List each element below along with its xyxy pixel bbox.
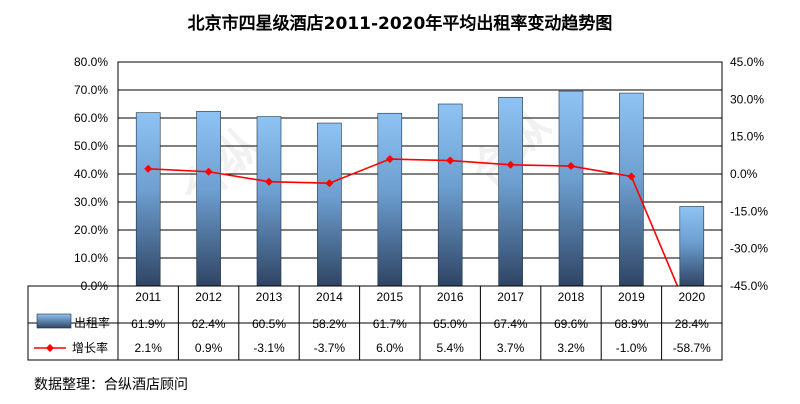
- left-axis-tick-label: 80.0%: [74, 55, 108, 69]
- right-axis-tick-label: 45.0%: [730, 55, 764, 69]
- right-axis-tick-label: 30.0%: [730, 92, 764, 106]
- growth-point: [204, 167, 213, 176]
- right-axis-tick-label: 0.0%: [730, 167, 758, 181]
- data-table: 2011 61.9% 2.1% 2012 62.4% 0.9% 2013 60.5% -3.1%…: [27, 285, 723, 361]
- growth-value-label: 2.1%: [135, 341, 163, 355]
- growth-value-label: 3.2%: [557, 341, 585, 355]
- left-axis-tick-label: 50.0%: [74, 139, 108, 153]
- bar-value-label: 61.9%: [131, 317, 165, 331]
- growth-value-label: -1.0%: [616, 341, 648, 355]
- category-label: 2018: [558, 290, 585, 304]
- legend-line-label: 增长率: [72, 340, 108, 355]
- axes: 0.0% 10.0% 20.0% 30.0% 40.0% 50.0% 60.0% 70.0% 8…: [74, 55, 768, 293]
- category-label: 2012: [195, 290, 222, 304]
- bar: [196, 110, 221, 287]
- left-axis-tick-label: 20.0%: [74, 223, 108, 237]
- bar: [437, 103, 463, 287]
- category-label: 2020: [678, 290, 705, 304]
- bar-value-label: 58.2%: [312, 317, 346, 331]
- bar: [679, 206, 705, 287]
- bar: [619, 92, 644, 287]
- left-axis-tick-label: 70.0%: [74, 83, 108, 97]
- right-axis-tick-label: -30.0%: [730, 242, 768, 256]
- bar: [498, 96, 523, 287]
- growth-point: [144, 164, 153, 173]
- right-axis-tick-label: -45.0%: [730, 279, 768, 293]
- bar-value-label: 60.5%: [252, 317, 286, 331]
- legend-line-marker: [46, 344, 54, 352]
- category-label: 2016: [437, 290, 464, 304]
- bar: [558, 90, 584, 287]
- bar-value-label: 28.4%: [675, 317, 709, 331]
- growth-value-label: 0.9%: [195, 341, 223, 355]
- growth-line: [148, 158, 679, 286]
- bar: [135, 112, 161, 287]
- category-label: 2011: [135, 290, 161, 304]
- category-label: 2013: [256, 290, 283, 304]
- bar-value-label: 61.7%: [373, 317, 407, 331]
- right-axis-tick-label: -15.0%: [730, 204, 768, 218]
- category-label: 2014: [316, 290, 343, 304]
- source-note: 数据整理：合纵酒店顾问: [34, 377, 188, 393]
- growth-point: [325, 179, 334, 188]
- left-axis-tick-label: 10.0%: [74, 251, 108, 265]
- growth-point: [265, 177, 273, 186]
- bar: [256, 116, 282, 287]
- growth-value-label: -3.7%: [314, 341, 346, 355]
- growth-value-label: -3.1%: [253, 341, 285, 355]
- category-label: 2015: [376, 290, 403, 304]
- left-axis-tick-label: 60.0%: [74, 111, 108, 125]
- growth-point: [567, 162, 575, 171]
- growth-value-label: 3.7%: [497, 341, 525, 355]
- category-label: 2019: [618, 290, 645, 304]
- left-axis-tick-label: 40.0%: [74, 167, 108, 181]
- chart-title: 北京市四星级酒店2011-2020年平均出租率变动趋势图: [187, 14, 613, 34]
- bar: [317, 122, 342, 287]
- growth-point: [506, 160, 515, 169]
- bar: [377, 112, 403, 287]
- growth-value-label: 6.0%: [376, 341, 404, 355]
- bar-value-label: 69.6%: [554, 317, 588, 331]
- bar-value-label: 68.9%: [614, 317, 648, 331]
- growth-point: [627, 172, 636, 181]
- legend-bar-label: 出租率: [74, 315, 110, 330]
- category-label: 2017: [497, 290, 524, 304]
- bar-value-label: 67.4%: [494, 317, 528, 331]
- growth-value-label: -58.7%: [673, 341, 711, 355]
- growth-value-label: 5.4%: [437, 341, 465, 355]
- growth-point: [446, 156, 455, 165]
- right-axis-tick-label: 15.0%: [730, 130, 764, 144]
- growth-point: [385, 155, 394, 164]
- legend-bar-swatch: [36, 313, 72, 329]
- left-axis-tick-label: 30.0%: [74, 195, 108, 209]
- bar-value-label: 65.0%: [433, 317, 467, 331]
- line-series: [144, 155, 679, 286]
- bar-value-label: 62.4%: [192, 317, 226, 331]
- bar-series: [135, 90, 705, 287]
